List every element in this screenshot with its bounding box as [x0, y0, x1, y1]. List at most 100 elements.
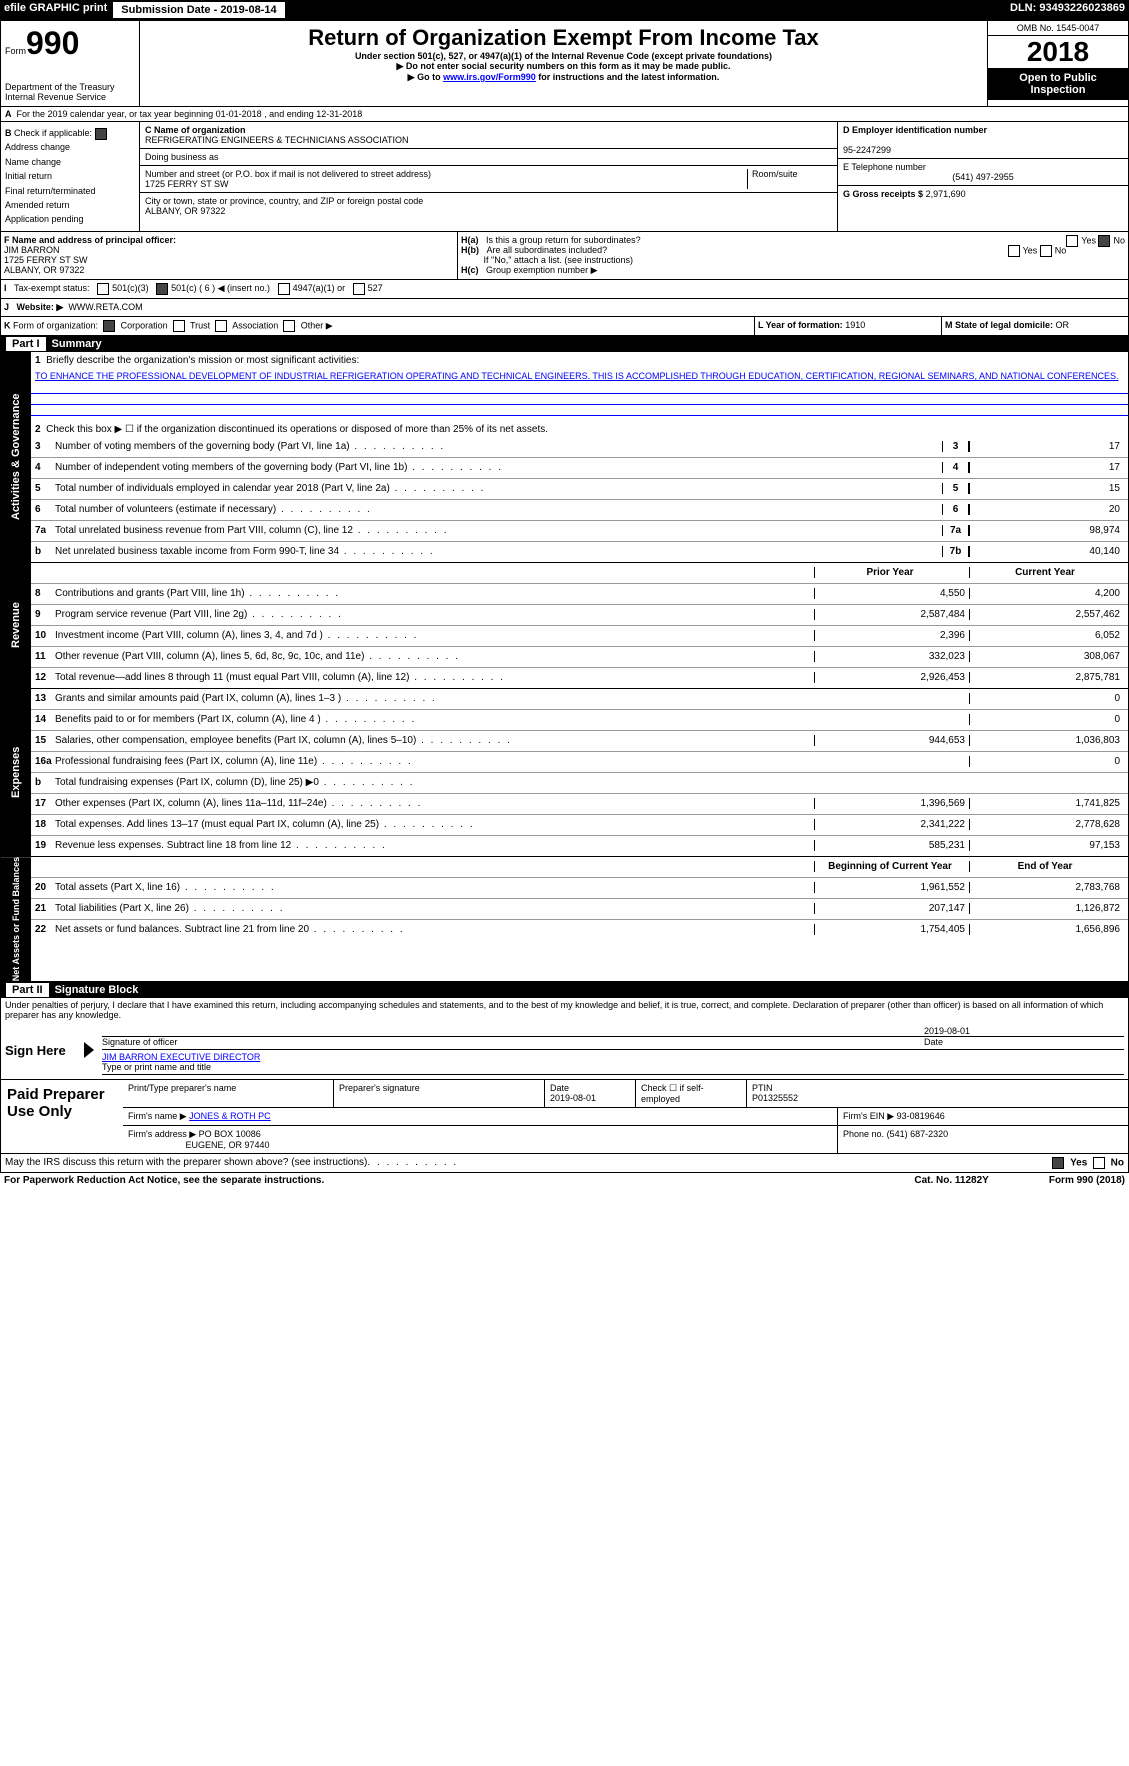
org-name: REFRIGERATING ENGINEERS & TECHNICIANS AS…: [145, 135, 409, 145]
net-assets-label: Net Assets or Fund Balances: [1, 857, 31, 981]
discuss: May the IRS discuss this return with the…: [5, 1157, 367, 1169]
dba-lbl: Doing business as: [145, 152, 219, 162]
current-value: 308,067: [969, 651, 1124, 662]
line-text: Total revenue—add lines 8 through 11 (mu…: [55, 672, 814, 683]
checkbox-icon[interactable]: [103, 320, 115, 332]
line-value: 20: [969, 504, 1124, 515]
line-text: Other expenses (Part IX, column (A), lin…: [55, 798, 814, 809]
checkbox-icon[interactable]: [353, 283, 365, 295]
prior-value: 2,587,484: [814, 609, 969, 620]
line-text: Number of independent voting members of …: [55, 462, 942, 473]
city: ALBANY, OR 97322: [145, 206, 225, 216]
irs: Internal Revenue Service: [5, 92, 135, 102]
mission-text: TO ENHANCE THE PROFESSIONAL DEVELOPMENT …: [31, 369, 1128, 383]
part1-label: Part I: [6, 337, 46, 351]
firm-city: EUGENE, OR 97440: [186, 1140, 270, 1150]
line-text: Number of voting members of the governin…: [55, 441, 942, 452]
checkbox-icon[interactable]: [1040, 245, 1052, 257]
room-lbl: Room/suite: [747, 169, 832, 189]
prep-sig-hdr: Preparer's signature: [334, 1080, 545, 1107]
activities-governance-label: Activities & Governance: [1, 352, 31, 562]
initial-return: Initial return: [5, 171, 52, 181]
end-year-hdr: End of Year: [969, 861, 1124, 872]
checkbox-icon[interactable]: [97, 283, 109, 295]
line-num: 21: [35, 903, 55, 914]
prior-value: 585,231: [814, 840, 969, 851]
current-value: 0: [969, 756, 1124, 767]
checkbox-icon[interactable]: [156, 283, 168, 295]
cat-no: Cat. No. 11282Y: [914, 1175, 988, 1186]
checkbox-icon[interactable]: [1093, 1157, 1105, 1169]
line-text: Total unrelated business revenue from Pa…: [55, 525, 942, 536]
line-box: 3: [942, 441, 969, 452]
addr-lbl: Number and street (or P.O. box if mail i…: [145, 169, 431, 179]
website: WWW.RETA.COM: [68, 302, 142, 313]
line-num: 15: [35, 735, 55, 746]
period: For the 2019 calendar year, or tax year …: [17, 109, 363, 119]
ha: Is this a group return for subordinates?: [486, 235, 641, 245]
prior-value: 1,961,552: [814, 882, 969, 893]
line-box: 5: [942, 483, 969, 494]
name-title-lbl: Type or print name and title: [102, 1062, 1124, 1072]
sig-lbl: Signature of officer: [102, 1036, 924, 1047]
app-pending: Application pending: [5, 214, 84, 224]
date-lbl: Date: [924, 1036, 1124, 1047]
line-text: Benefits paid to or for members (Part IX…: [55, 714, 814, 725]
line-text: Program service revenue (Part VIII, line…: [55, 609, 814, 620]
beg-year-hdr: Beginning of Current Year: [814, 861, 969, 872]
line-num: 19: [35, 840, 55, 851]
open-inspection: Open to Public Inspection: [988, 68, 1128, 100]
checkbox-icon[interactable]: [1008, 245, 1020, 257]
prior-value: 2,341,222: [814, 819, 969, 830]
line-box: 7b: [942, 546, 969, 557]
name-change: Name change: [5, 157, 61, 167]
sub3-post: for instructions and the latest informat…: [536, 72, 720, 82]
ptin: P01325552: [752, 1093, 798, 1103]
prior-value: 332,023: [814, 651, 969, 662]
line-num: 16a: [35, 756, 55, 767]
checkbox-icon[interactable]: [173, 320, 185, 332]
line-num: 5: [35, 483, 55, 494]
phone-lbl: E Telephone number: [843, 162, 926, 172]
line-text: Net assets or fund balances. Subtract li…: [55, 924, 814, 935]
line-value: 98,974: [969, 525, 1124, 536]
checkbox-icon[interactable]: [1052, 1157, 1064, 1169]
phone: (541) 497-2955: [843, 172, 1123, 182]
current-value: 2,778,628: [969, 819, 1124, 830]
officer-lbl: F Name and address of principal officer:: [4, 235, 176, 245]
irs-link[interactable]: www.irs.gov/Form990: [443, 72, 536, 82]
line-text: Total assets (Part X, line 16): [55, 882, 814, 893]
line-num: 13: [35, 693, 55, 704]
checkbox-icon[interactable]: [283, 320, 295, 332]
prior-value: 944,653: [814, 735, 969, 746]
line-text: Net unrelated business taxable income fr…: [55, 546, 942, 557]
firm-ein-lbl: Firm's EIN ▶: [843, 1111, 894, 1121]
line-num: 8: [35, 588, 55, 599]
current-value: 1,036,803: [969, 735, 1124, 746]
line-text: Revenue less expenses. Subtract line 18 …: [55, 840, 814, 851]
checkbox-icon[interactable]: [1066, 235, 1078, 247]
prior-value: 1,754,405: [814, 924, 969, 935]
prior-value: 2,396: [814, 630, 969, 641]
checkbox-icon[interactable]: [1098, 235, 1110, 247]
hb2: If "No," attach a list. (see instruction…: [484, 255, 633, 265]
hc: Group exemption number ▶: [486, 265, 597, 275]
line-num: 12: [35, 672, 55, 683]
prep-name-hdr: Print/Type preparer's name: [123, 1080, 334, 1107]
part2-title: Signature Block: [55, 984, 139, 996]
line-num: 3: [35, 441, 55, 452]
line-value: 17: [969, 441, 1124, 452]
line-text: Contributions and grants (Part VIII, lin…: [55, 588, 814, 599]
name-lbl: C Name of organization: [145, 125, 246, 135]
line-box: 6: [942, 504, 969, 515]
line-value: 40,140: [969, 546, 1124, 557]
checkbox-icon[interactable]: [95, 128, 107, 140]
hb: Are all subordinates included?: [487, 245, 608, 255]
checkbox-icon[interactable]: [215, 320, 227, 332]
title-sub1: Under section 501(c), 527, or 4947(a)(1)…: [144, 51, 983, 61]
prior-value: 2,926,453: [814, 672, 969, 683]
checkbox-icon[interactable]: [278, 283, 290, 295]
current-value: 2,557,462: [969, 609, 1124, 620]
line-num: 10: [35, 630, 55, 641]
city-lbl: City or town, state or province, country…: [145, 196, 423, 206]
